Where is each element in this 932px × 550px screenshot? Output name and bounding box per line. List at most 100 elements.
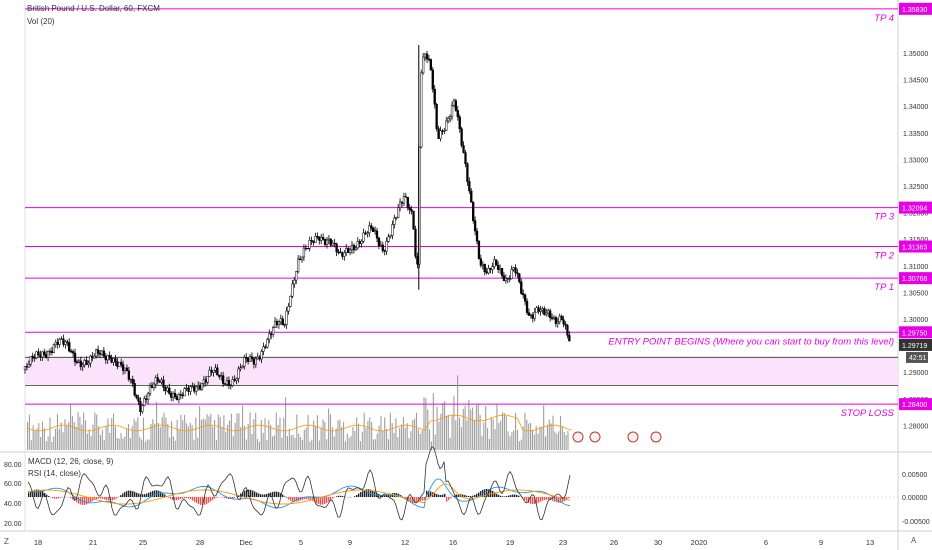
candle-body — [285, 310, 288, 325]
volume-bar — [242, 405, 244, 450]
candle-body — [93, 355, 96, 359]
candle-body — [325, 239, 329, 245]
candle-body — [314, 236, 317, 243]
candle-body — [256, 356, 259, 360]
histogram-bar — [330, 497, 332, 500]
histogram-bar — [524, 497, 526, 501]
histogram-bar — [130, 490, 132, 497]
candle-body — [145, 398, 148, 400]
histogram-bar — [462, 494, 464, 497]
volume-bar — [365, 428, 367, 450]
histogram-bar — [88, 497, 90, 504]
histogram-bar — [202, 497, 204, 506]
volume-bar — [541, 426, 543, 450]
volume-bar — [412, 420, 414, 450]
volume-bar — [232, 435, 234, 450]
volume-bar — [53, 436, 55, 450]
candle-body — [362, 232, 365, 242]
volume-bar — [253, 419, 255, 450]
candle-body — [291, 283, 294, 297]
histogram-bar — [138, 493, 140, 497]
volume-bar — [316, 415, 318, 450]
candle-body — [279, 318, 282, 323]
volume-bar — [408, 438, 410, 450]
volume-bar — [352, 426, 354, 450]
level-price-badge — [899, 326, 932, 339]
time-tick-label: Dec — [239, 538, 253, 547]
candle-body — [229, 384, 232, 387]
histogram-bar — [142, 494, 144, 497]
histogram-bar — [436, 494, 438, 497]
volume-bar — [34, 430, 36, 450]
volume-bar — [271, 436, 274, 450]
histogram-bar — [260, 494, 262, 497]
histogram-bar — [264, 494, 266, 497]
volume-bar — [255, 412, 257, 450]
candle-body — [112, 358, 115, 363]
candle-body — [408, 207, 411, 210]
timezone-button[interactable]: Z — [4, 537, 9, 546]
candle-body — [252, 358, 256, 365]
volume-bar — [84, 420, 87, 450]
auto-scale-button[interactable]: A — [911, 536, 917, 545]
volume-bar — [414, 418, 416, 450]
candle-body — [214, 367, 217, 371]
histogram-bar — [338, 495, 340, 497]
volume-bar — [427, 409, 429, 450]
candle-body — [312, 240, 315, 243]
candle-body — [358, 241, 361, 244]
candle-body — [266, 339, 269, 348]
volume-bar — [389, 412, 391, 450]
histogram-bar — [420, 497, 422, 502]
volume-bar — [27, 422, 29, 450]
volume-bar — [79, 416, 81, 450]
histogram-bar — [110, 497, 112, 501]
candle-body — [33, 357, 36, 359]
candle-body — [223, 383, 227, 385]
histogram-bar — [280, 493, 282, 497]
volume-bar — [544, 436, 547, 450]
histogram-bar — [78, 497, 80, 504]
histogram-bar — [160, 491, 162, 497]
volume-bar — [371, 421, 373, 450]
histogram-bar — [192, 497, 194, 501]
volume-bar — [202, 418, 204, 450]
histogram-bar — [48, 496, 50, 497]
histogram-bar — [414, 497, 416, 504]
volume-bar — [199, 406, 201, 450]
histogram-bar — [288, 497, 290, 500]
candle-body — [89, 355, 92, 364]
volume-bar — [440, 413, 442, 450]
histogram-bar — [40, 490, 42, 497]
volume-bar — [43, 428, 45, 450]
volume-bar — [101, 429, 103, 450]
level-price-badge — [899, 398, 932, 411]
candle-body — [62, 338, 65, 345]
candle-body — [120, 362, 123, 365]
candle-body — [96, 349, 100, 354]
histogram-bar — [384, 495, 386, 497]
histogram-bar — [554, 497, 556, 502]
candle-body — [456, 110, 459, 118]
volume-bar — [457, 375, 459, 450]
candle-body — [139, 401, 142, 412]
histogram-bar — [416, 497, 418, 503]
volume-bar — [374, 439, 376, 450]
volume-bar — [363, 412, 365, 450]
volume-bar — [55, 428, 57, 450]
histogram-bar — [276, 491, 278, 497]
histogram-bar — [540, 497, 542, 502]
volume-bar — [126, 428, 128, 450]
candle-body — [210, 369, 213, 373]
histogram-bar — [188, 497, 190, 499]
volume-bar — [40, 437, 42, 450]
histogram-bar — [362, 490, 364, 497]
candle-body — [385, 241, 388, 252]
candle-body — [185, 387, 188, 390]
volume-bar — [548, 419, 550, 450]
volume-bar — [221, 427, 223, 450]
volume-bar — [305, 427, 307, 450]
candle-body — [137, 397, 140, 402]
volume-bar — [129, 438, 131, 450]
